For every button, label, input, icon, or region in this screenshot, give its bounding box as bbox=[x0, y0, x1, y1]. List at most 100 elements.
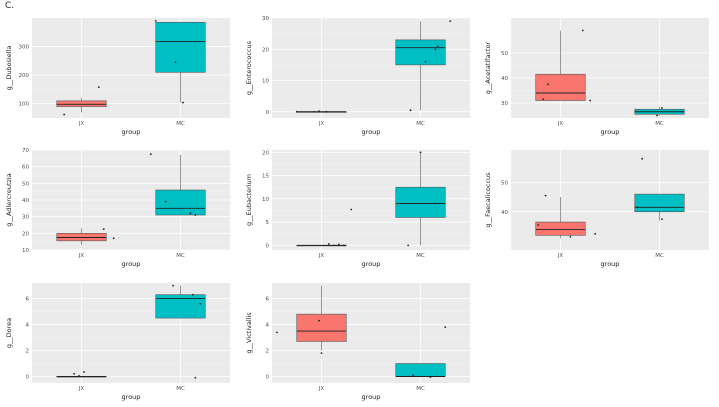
y-tick-label: 20 bbox=[22, 231, 29, 237]
box-jx bbox=[535, 73, 586, 101]
y-tick-label: 10 bbox=[262, 79, 269, 85]
data-point bbox=[182, 101, 184, 104]
data-point bbox=[449, 20, 452, 23]
x-axis-title: group bbox=[362, 128, 381, 136]
box-jx bbox=[535, 221, 586, 236]
panel-victivallis: 0 2 4 6 JX MC group g__Victivallis bbox=[240, 275, 480, 403]
data-point bbox=[320, 352, 323, 355]
data-point bbox=[63, 113, 66, 116]
chart-svg: 0 2 4 6 JX MC group g__Victivallis bbox=[245, 283, 470, 401]
data-point bbox=[325, 110, 328, 113]
data-point bbox=[641, 157, 644, 160]
x-axis-title: group bbox=[122, 393, 141, 401]
data-point bbox=[537, 224, 540, 226]
y-tick-label: 2 bbox=[26, 349, 30, 355]
data-point bbox=[97, 86, 100, 89]
y-axis-title: g__Adlercreutzia bbox=[5, 173, 13, 226]
data-point bbox=[569, 235, 572, 238]
data-point bbox=[436, 45, 439, 48]
data-point bbox=[318, 319, 320, 322]
x-tick-label: JX bbox=[78, 253, 85, 259]
x-tick-label: JX bbox=[557, 253, 564, 259]
y-tick-label: 0 bbox=[266, 110, 270, 116]
panel-faecalicoccus: 40 50 JX MC group g__Faecalicoccus bbox=[479, 142, 719, 270]
panel-eubacterium: 0 5 10 15 20 JX MC group g__Eubacterium bbox=[240, 142, 480, 270]
data-point bbox=[313, 110, 315, 113]
data-point bbox=[661, 107, 663, 109]
y-tick-label: 60 bbox=[22, 165, 29, 171]
box-mc bbox=[155, 294, 206, 319]
x-tick-label: JX bbox=[318, 253, 325, 259]
y-tick-label: 40 bbox=[501, 210, 508, 216]
y-tick-label: 30 bbox=[22, 215, 29, 221]
data-point bbox=[194, 376, 197, 379]
y-axis-title: g__Acetatifactor bbox=[484, 41, 492, 94]
panel-dorea: 0 2 4 6 JX MC group g__Dorea bbox=[0, 275, 240, 403]
y-tick-label: 10 bbox=[262, 197, 269, 203]
data-point bbox=[424, 60, 427, 63]
y-tick-label: 2 bbox=[266, 349, 270, 355]
y-tick-label: 6 bbox=[266, 297, 270, 303]
y-axis-title: g__Victivallis bbox=[245, 312, 253, 354]
data-point bbox=[444, 326, 447, 329]
box-mc bbox=[395, 186, 446, 218]
data-point bbox=[661, 218, 663, 221]
x-tick-label: JX bbox=[78, 121, 85, 127]
panel-adlercreutzia: 10 20 30 40 50 60 70 JX MC group g__Adlercreutzia bbox=[0, 142, 240, 270]
x-axis-title: group bbox=[122, 128, 141, 136]
box-jx bbox=[296, 313, 347, 342]
y-tick-label: 5 bbox=[266, 220, 270, 226]
data-point bbox=[409, 109, 412, 112]
chart-svg: 40 50 JX MC group g__Faecalicoccus bbox=[484, 150, 709, 268]
x-axis-title: group bbox=[362, 260, 381, 268]
panel-letter: C. bbox=[5, 1, 15, 11]
data-point bbox=[83, 371, 85, 373]
y-axis-title: g__Faecalicoccus bbox=[484, 172, 492, 228]
data-point bbox=[581, 29, 584, 32]
y-tick-label: 4 bbox=[266, 323, 270, 329]
x-tick-label: MC bbox=[176, 386, 185, 392]
chart-svg: 30 40 50 JX MC group g__Acetatifactor bbox=[484, 18, 709, 136]
data-point bbox=[276, 331, 278, 334]
y-tick-label: 200 bbox=[19, 73, 30, 79]
box-mc bbox=[634, 193, 685, 213]
box-mc bbox=[395, 39, 446, 66]
data-point bbox=[102, 228, 105, 231]
x-tick-label: JX bbox=[318, 121, 325, 127]
x-tick-label: MC bbox=[655, 253, 664, 259]
x-tick-label: MC bbox=[655, 121, 664, 127]
y-tick-label: 6 bbox=[26, 297, 30, 303]
y-axis-title: g__Enterococcus bbox=[245, 40, 253, 95]
data-point bbox=[434, 48, 437, 51]
panel-dubosiella: 100 200 300 JX MC group g__Dubosiella bbox=[0, 10, 240, 138]
x-axis-title: group bbox=[601, 260, 620, 268]
data-point bbox=[544, 194, 547, 197]
data-point bbox=[337, 243, 340, 246]
data-point bbox=[342, 244, 345, 247]
y-tick-label: 100 bbox=[19, 102, 30, 108]
data-point bbox=[318, 110, 320, 113]
x-tick-label: MC bbox=[416, 253, 425, 259]
panel-acetatifactor: 30 40 50 JX MC group g__Acetatifactor bbox=[479, 10, 719, 138]
data-point bbox=[542, 98, 545, 101]
y-tick-label: 70 bbox=[22, 148, 29, 154]
chart-svg: 10 20 30 40 50 60 70 JX MC group g__Adlercreutzia bbox=[5, 148, 230, 268]
data-point bbox=[112, 237, 115, 240]
y-tick-label: 15 bbox=[262, 174, 269, 180]
data-point bbox=[350, 208, 353, 211]
chart-svg: 0 5 10 15 20 JX MC group g__Eubacterium bbox=[245, 150, 470, 268]
data-point bbox=[594, 232, 597, 235]
data-point bbox=[149, 153, 152, 156]
y-tick-label: 0 bbox=[266, 375, 270, 381]
data-point bbox=[78, 374, 80, 377]
y-axis-title: g__Dubosiella bbox=[5, 46, 13, 91]
x-tick-label: MC bbox=[176, 253, 185, 259]
data-point bbox=[547, 83, 550, 86]
y-tick-label: 0 bbox=[266, 243, 270, 249]
x-tick-label: MC bbox=[416, 121, 425, 127]
y-tick-label: 300 bbox=[19, 45, 30, 51]
y-tick-label: 4 bbox=[26, 323, 30, 329]
data-point bbox=[328, 243, 330, 245]
data-point bbox=[73, 373, 75, 375]
y-axis-title: g__Dorea bbox=[5, 318, 13, 348]
